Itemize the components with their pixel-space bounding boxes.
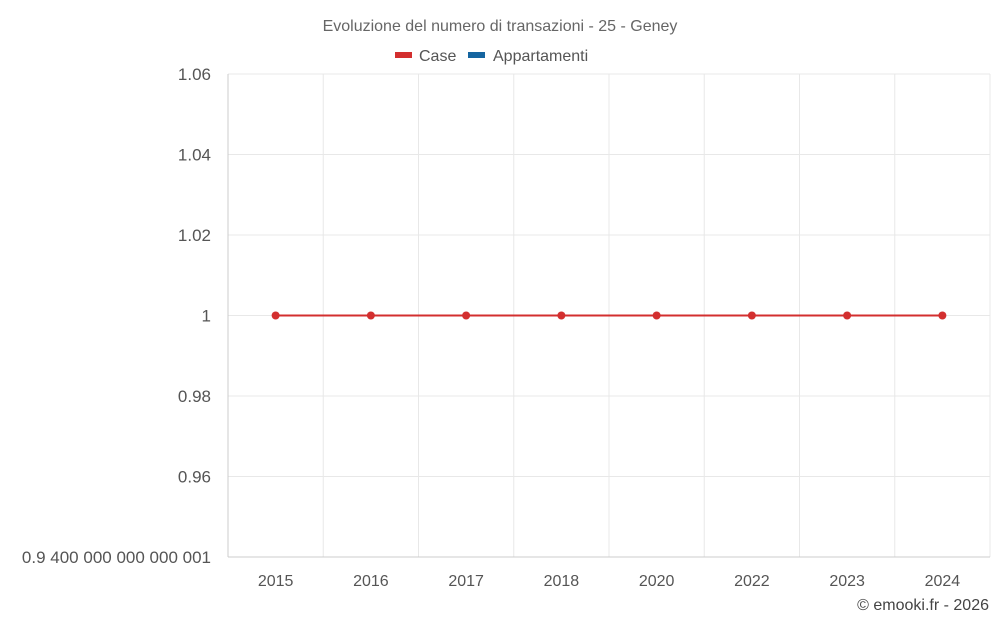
- x-tick-label: 2018: [544, 573, 580, 590]
- data-point[interactable]: [843, 312, 851, 320]
- legend-label-appartamenti: Appartamenti: [493, 48, 588, 65]
- x-tick-label: 2015: [258, 573, 294, 590]
- x-tick-label: 2024: [925, 573, 961, 590]
- data-point[interactable]: [557, 312, 565, 320]
- legend-item-appartamenti[interactable]: Appartamenti: [468, 48, 588, 65]
- y-tick-label: 1.02: [178, 226, 211, 245]
- legend: Case Appartamenti: [395, 48, 588, 65]
- legend-swatch-appartamenti: [468, 52, 485, 58]
- y-tick-label: 1.04: [178, 146, 211, 165]
- x-tick-label: 2022: [734, 573, 770, 590]
- transactions-line-chart: Evoluzione del numero di transazioni - 2…: [0, 0, 1000, 625]
- data-point[interactable]: [462, 312, 470, 320]
- legend-item-case[interactable]: Case: [395, 48, 456, 65]
- y-tick-label: 1.06: [178, 65, 211, 84]
- x-tick-label: 2023: [829, 573, 865, 590]
- x-axis: 2015 2016 2017 2018 2020 2022 2023 2024: [228, 557, 990, 590]
- y-tick-label: 1: [202, 307, 211, 326]
- credit-text: © emooki.fr - 2026: [857, 597, 989, 614]
- data-point[interactable]: [938, 312, 946, 320]
- x-tick-label: 2020: [639, 573, 675, 590]
- y-tick-label: 0.98: [178, 387, 211, 406]
- legend-swatch-case: [395, 52, 412, 58]
- chart-title: Evoluzione del numero di transazioni - 2…: [323, 18, 678, 35]
- x-tick-label: 2017: [448, 573, 484, 590]
- data-point[interactable]: [272, 312, 280, 320]
- x-tick-label: 2016: [353, 573, 389, 590]
- y-axis: 1.06 1.04 1.02 1 0.98 0.96 0.9 400 000 000 000…: [22, 65, 211, 567]
- legend-label-case: Case: [419, 48, 456, 65]
- data-point[interactable]: [653, 312, 661, 320]
- y-tick-label: 0.9 400 000 000 000 001: [22, 548, 211, 567]
- data-point[interactable]: [367, 312, 375, 320]
- data-point[interactable]: [748, 312, 756, 320]
- y-tick-label: 0.96: [178, 468, 211, 487]
